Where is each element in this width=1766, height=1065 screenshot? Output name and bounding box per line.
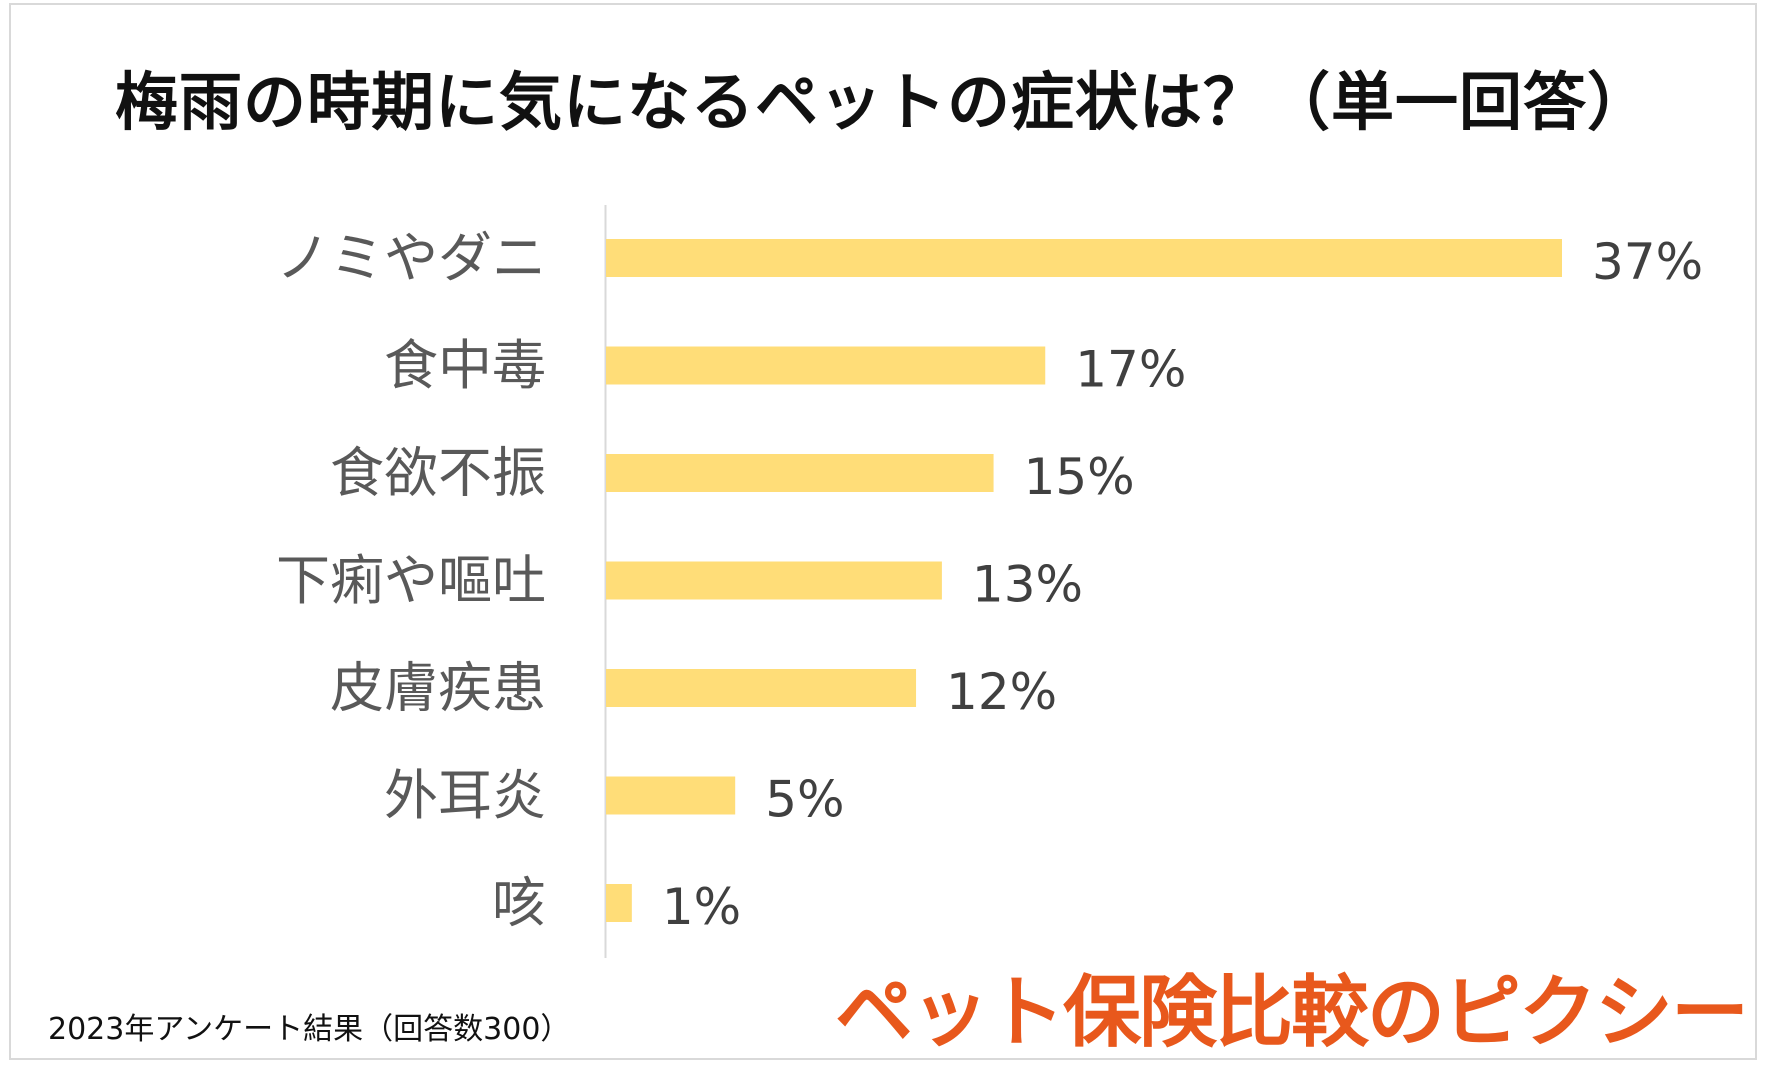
survey-footnote: 2023年アンケート結果（回答数300） [48, 1012, 571, 1047]
bar-4 [606, 561, 942, 600]
bar-3 [606, 454, 994, 492]
chart-frame [9, 3, 1757, 1060]
category-label: 外耳炎 [384, 764, 546, 827]
category-label: 食中毒 [384, 334, 546, 397]
bar-7 [606, 884, 632, 922]
value-label: 12% [946, 663, 1057, 721]
bar-2 [606, 346, 1046, 385]
value-label: 37% [1592, 233, 1703, 291]
brand-logo: ペット保険比較のピクシー [835, 968, 1749, 1058]
value-label: 5% [765, 771, 844, 829]
category-label: 下痢や嘔吐 [276, 549, 546, 612]
value-label: 17% [1075, 341, 1186, 399]
bar-1 [606, 239, 1562, 277]
category-label: 食欲不振 [330, 442, 546, 505]
bars-group [606, 239, 1562, 922]
category-label: 咳 [492, 872, 546, 935]
value-label: 13% [972, 556, 1083, 614]
value-label: 15% [1024, 448, 1135, 506]
chart-title: 梅雨の時期に気になるペットの症状は？（単一回答） [115, 66, 1651, 139]
bar-6 [606, 776, 736, 815]
value-labels-group: 37% 17% 15% 13% 12% 5% 1% [662, 233, 1703, 936]
category-label: ノミやダニ [276, 227, 546, 290]
bar-5 [606, 669, 917, 707]
category-label: 皮膚疾患 [330, 657, 546, 720]
value-label: 1% [662, 878, 741, 936]
